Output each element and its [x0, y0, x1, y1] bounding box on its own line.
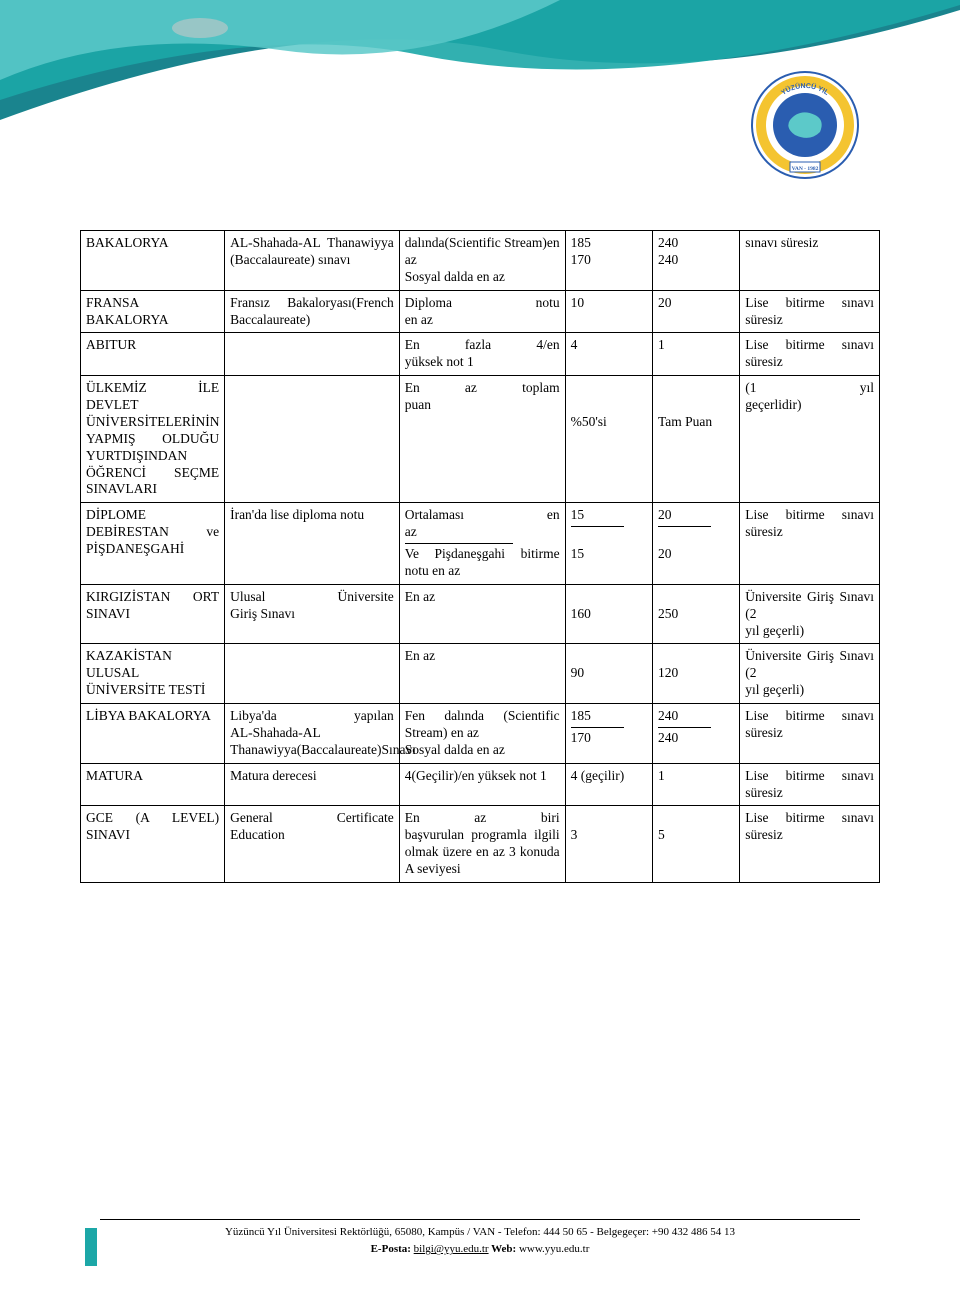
table-row: ÜLKEMİZ İLE DEVLET ÜNİVERSİTELERİNİN YAP…: [81, 376, 880, 503]
table-cell: Lise bitirme sınavı süresiz: [740, 806, 880, 883]
table-cell: 1: [652, 763, 739, 806]
table-cell: LİBYA BAKALORYA: [81, 704, 225, 764]
page-footer: Yüzüncü Yıl Üniversitesi Rektörlüğü, 650…: [0, 1219, 960, 1259]
footer-email-link[interactable]: bilgi@yyu.edu.tr: [414, 1243, 489, 1255]
table-row: DİPLOME DEBİRESTAN ve PİŞDANEŞGAHİİran'd…: [81, 503, 880, 585]
table-cell: (1 yılgeçerlidir): [740, 376, 880, 503]
table-cell: 160: [565, 584, 652, 644]
table-cell: Tam Puan: [652, 376, 739, 503]
table-cell: Lise bitirme sınavı süresiz: [740, 290, 880, 333]
table-cell: AL-Shahada-AL Thanawiyya (Baccalaureate)…: [225, 231, 400, 291]
table-cell: Diploma notuen az: [399, 290, 565, 333]
table-cell: 15 15: [565, 503, 652, 585]
table-cell: 185 170: [565, 231, 652, 291]
table-cell: Ortalaması enazVe Pişdaneşgahi bitirme n…: [399, 503, 565, 585]
table-cell: GCE (A LEVEL) SINAVI: [81, 806, 225, 883]
table-cell: 240240: [652, 704, 739, 764]
table-cell: 10: [565, 290, 652, 333]
table-row: KIRGIZİSTAN ORT SINAVIUlusal ÜniversiteG…: [81, 584, 880, 644]
table-cell: Fransız Bakaloryası(French Baccalaureate…: [225, 290, 400, 333]
table-cell: Üniversite Giriş Sınavı (2 yıl geçerli): [740, 584, 880, 644]
table-cell: FRANSA BAKALORYA: [81, 290, 225, 333]
table-cell: 4 (geçilir): [565, 763, 652, 806]
table-cell: En az biribaşvurulan programla ilgili ol…: [399, 806, 565, 883]
table-cell: ABITUR: [81, 333, 225, 376]
table-cell: 90: [565, 644, 652, 704]
table-cell: 185170: [565, 704, 652, 764]
table-cell: 250: [652, 584, 739, 644]
table-cell: 5: [652, 806, 739, 883]
table-cell: 1: [652, 333, 739, 376]
table-cell: Lise bitirme sınavı süresiz: [740, 503, 880, 585]
table-cell: KIRGIZİSTAN ORT SINAVI: [81, 584, 225, 644]
table-cell: İran'da lise diploma notu: [225, 503, 400, 585]
table-cell: dalında(Scientific Stream)en az Sosyal d…: [399, 231, 565, 291]
table-cell: Lise bitirme sınavı süresiz: [740, 333, 880, 376]
table-cell: Matura derecesi: [225, 763, 400, 806]
table-cell: Üniversite Giriş Sınavı (2 yıl geçerli): [740, 644, 880, 704]
table-cell: DİPLOME DEBİRESTAN ve PİŞDANEŞGAHİ: [81, 503, 225, 585]
table-row: BAKALORYAAL-Shahada-AL Thanawiyya (Bacca…: [81, 231, 880, 291]
table-cell: [225, 333, 400, 376]
table-cell: sınavı süresiz: [740, 231, 880, 291]
table-cell: 120: [652, 644, 739, 704]
table-cell: En az toplampuan: [399, 376, 565, 503]
table-row: GCE (A LEVEL) SINAVIGeneral CertificateE…: [81, 806, 880, 883]
table-cell: Lise bitirme sınavı süresiz: [740, 763, 880, 806]
table-cell: [225, 644, 400, 704]
svg-text:VAN - 1982: VAN - 1982: [792, 166, 819, 172]
table-row: MATURAMatura derecesi4(Geçilir)/en yükse…: [81, 763, 880, 806]
footer-contact: E-Posta: bilgi@yyu.edu.tr Web: www.yyu.e…: [0, 1241, 960, 1259]
table-cell: Libya'da yapılanAL-Shahada-AL Thanawiyya…: [225, 704, 400, 764]
admission-requirements-table: BAKALORYAAL-Shahada-AL Thanawiyya (Bacca…: [80, 230, 880, 883]
table-row: LİBYA BAKALORYALibya'da yapılanAL-Shahad…: [81, 704, 880, 764]
table-cell: 4: [565, 333, 652, 376]
table-cell: 240 240: [652, 231, 739, 291]
university-logo: YÜZÜNCÜ YIL VAN - 1982: [750, 70, 860, 180]
table-cell: BAKALORYA: [81, 231, 225, 291]
table-cell: 3: [565, 806, 652, 883]
table-cell: MATURA: [81, 763, 225, 806]
table-cell: Fen dalında (Scientific Stream) en az So…: [399, 704, 565, 764]
footer-address: Yüzüncü Yıl Üniversitesi Rektörlüğü, 650…: [0, 1224, 960, 1242]
table-cell: En az: [399, 584, 565, 644]
table-cell: En fazla 4/enyüksek not 1: [399, 333, 565, 376]
table-cell: %50'si: [565, 376, 652, 503]
table-cell: Lise bitirme sınavı süresiz: [740, 704, 880, 764]
table-cell: 20: [652, 290, 739, 333]
table-cell: 20 20: [652, 503, 739, 585]
table-row: KAZAKİSTAN ULUSAL ÜNİVERSİTE TESTİEn az …: [81, 644, 880, 704]
table-cell: 4(Geçilir)/en yüksek not 1: [399, 763, 565, 806]
table-cell: General CertificateEducation: [225, 806, 400, 883]
table-cell: Ulusal ÜniversiteGiriş Sınavı: [225, 584, 400, 644]
table-cell: [225, 376, 400, 503]
table-row: ABITUR En fazla 4/enyüksek not 141Lise bi…: [81, 333, 880, 376]
table-row: FRANSA BAKALORYAFransız Bakaloryası(Fren…: [81, 290, 880, 333]
table-cell: En az: [399, 644, 565, 704]
admission-table-container: BAKALORYAAL-Shahada-AL Thanawiyya (Bacca…: [80, 230, 880, 883]
table-cell: KAZAKİSTAN ULUSAL ÜNİVERSİTE TESTİ: [81, 644, 225, 704]
table-cell: ÜLKEMİZ İLE DEVLET ÜNİVERSİTELERİNİN YAP…: [81, 376, 225, 503]
